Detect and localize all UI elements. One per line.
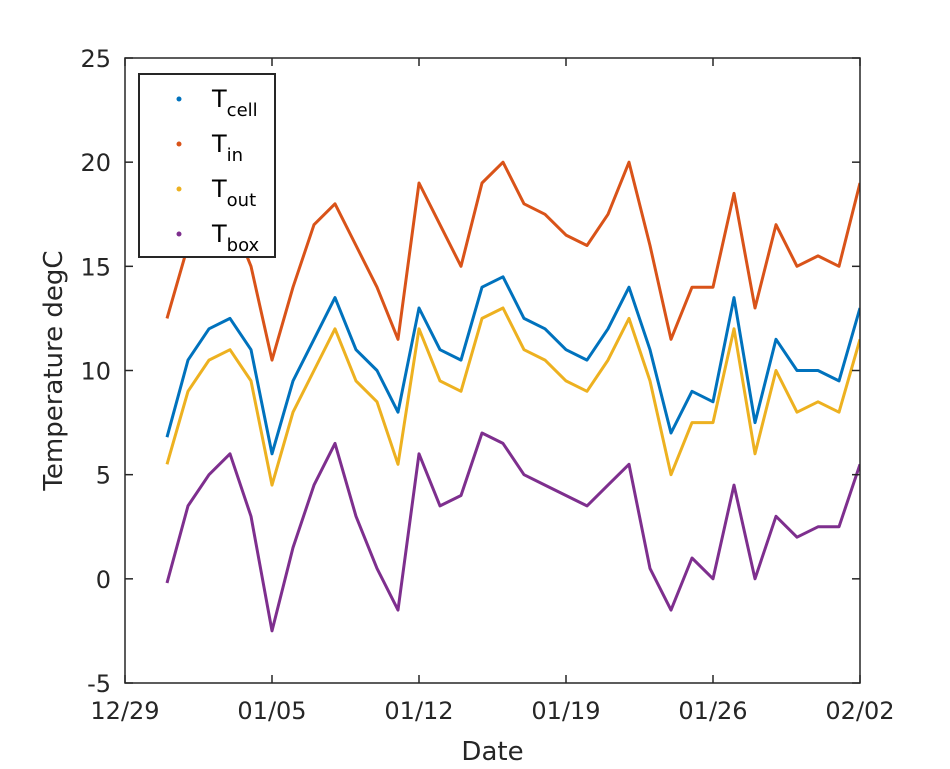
x-tick-label: 01/26 bbox=[678, 697, 747, 725]
y-tick-label: 20 bbox=[80, 149, 111, 177]
series-line-box bbox=[165, 431, 860, 633]
y-tick-label: 0 bbox=[96, 566, 111, 594]
plot-area bbox=[165, 160, 860, 633]
legend-marker-cell bbox=[176, 96, 182, 102]
legend-marker-out bbox=[176, 186, 182, 192]
axes-frame bbox=[124, 57, 861, 684]
x-axis-ticks: 12/29 01/05 01/12 01/19 01/26 02/02 bbox=[90, 58, 895, 725]
series-line-out bbox=[165, 306, 860, 487]
y-tick-label: -5 bbox=[87, 670, 111, 698]
y-axis-label: Temperature degC bbox=[39, 250, 69, 491]
x-tick-label: 01/05 bbox=[237, 697, 306, 725]
y-tick-label: 5 bbox=[96, 462, 111, 490]
y-tick-label: 10 bbox=[80, 358, 111, 386]
x-tick-label: 02/02 bbox=[825, 697, 894, 725]
legend-marker-in bbox=[176, 141, 182, 147]
x-tick-label: 01/19 bbox=[531, 697, 600, 725]
y-axis-ticks: -5 0 5 10 15 20 25 bbox=[80, 45, 860, 698]
series-line-cell bbox=[165, 275, 860, 456]
axes-box bbox=[124, 57, 861, 684]
x-axis-label: Date bbox=[461, 737, 523, 767]
legend-box bbox=[138, 73, 276, 258]
y-tick-label: 15 bbox=[80, 253, 111, 281]
y-tick-label: 25 bbox=[80, 45, 111, 73]
series-line-in bbox=[165, 160, 860, 362]
x-tick-label: 12/29 bbox=[90, 697, 159, 725]
legend-marker-box bbox=[176, 231, 182, 237]
x-tick-label: 01/12 bbox=[384, 697, 453, 725]
